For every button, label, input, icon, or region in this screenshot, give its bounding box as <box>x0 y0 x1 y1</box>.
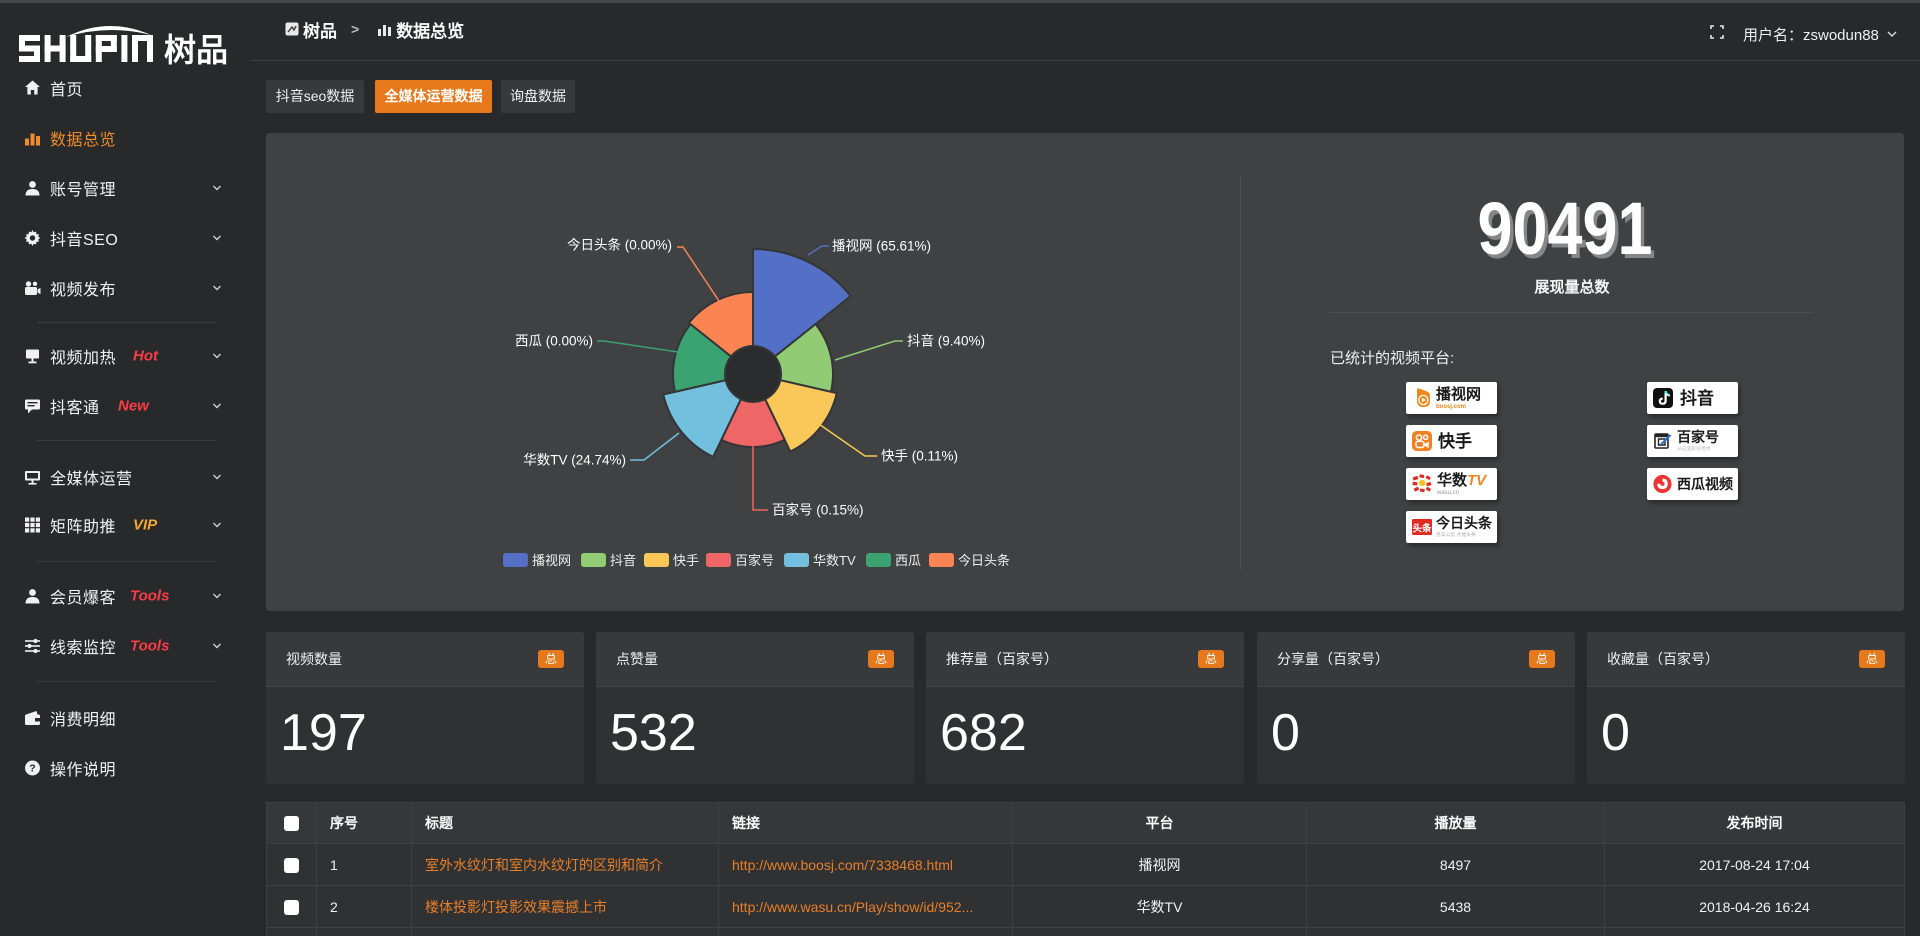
svg-text:百家号: 百家号 <box>735 553 774 568</box>
svg-text:头条: 头条 <box>1412 523 1432 535</box>
svg-text:今日头条: 今日头条 <box>958 553 1010 568</box>
svg-text:快手: 快手 <box>673 553 699 568</box>
svg-text:抖音 (9.40%): 抖音 (9.40%) <box>907 333 985 349</box>
svg-text:树品: 树品 <box>164 32 228 65</box>
svg-text:华数TV: 华数TV <box>813 553 856 568</box>
svg-text:抖音: 抖音 <box>610 553 636 568</box>
svg-text:?: ? <box>29 763 35 775</box>
svg-text:快手 (0.11%): 快手 (0.11%) <box>881 449 958 464</box>
svg-text:百家号 (0.15%): 百家号 (0.15%) <box>772 502 864 518</box>
svg-text:播视网 (65.61%): 播视网 (65.61%) <box>832 239 931 254</box>
svg-text:西瓜 (0.00%): 西瓜 (0.00%) <box>515 334 593 349</box>
svg-text:西瓜: 西瓜 <box>895 553 921 568</box>
svg-text:今日头条 (0.00%): 今日头条 (0.00%) <box>567 237 672 253</box>
svg-text:华数TV (24.74%): 华数TV (24.74%) <box>523 453 626 468</box>
svg-text:播视网: 播视网 <box>532 553 571 568</box>
